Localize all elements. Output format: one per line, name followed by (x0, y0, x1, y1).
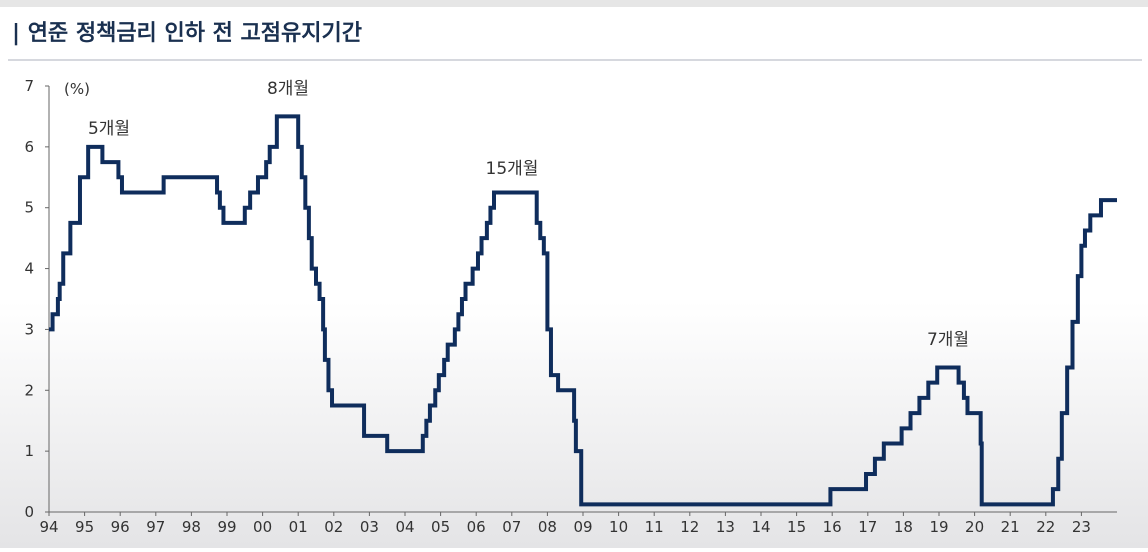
x-tick-label: 09 (573, 518, 592, 536)
x-tick-label: 02 (324, 518, 343, 536)
x-tick-label: 14 (751, 518, 770, 536)
annotation: 15개월 (486, 159, 539, 179)
top-bar (0, 0, 1148, 7)
x-tick-label: 05 (431, 518, 450, 536)
chart-title: | 연준 정책금리 인하 전 고점유지기간 (12, 21, 362, 46)
annotation: 5개월 (88, 119, 130, 139)
x-tick-label: 01 (289, 518, 308, 536)
x-tick-label: 04 (395, 518, 414, 536)
x-tick-label: 18 (894, 518, 913, 536)
x-tick-label: 00 (253, 518, 272, 536)
x-tick-label: 10 (609, 518, 628, 536)
x-tick-label: 11 (645, 518, 664, 536)
x-tick-label: 03 (360, 518, 379, 536)
y-tick-label: 4 (24, 260, 34, 278)
x-tick-label: 22 (1036, 518, 1055, 536)
y-unit: (%) (64, 80, 90, 98)
x-tick-label: 99 (217, 518, 236, 536)
x-tick-label: 06 (467, 518, 486, 536)
x-tick-label: 16 (823, 518, 842, 536)
x-tick-label: 98 (182, 518, 201, 536)
annotation: 8개월 (267, 79, 309, 99)
x-tick-label: 23 (1072, 518, 1091, 536)
x-tick-label: 12 (680, 518, 699, 536)
y-tick-label: 0 (24, 503, 34, 521)
y-tick-label: 2 (24, 381, 34, 399)
y-tick-label: 5 (24, 199, 34, 217)
rate-line (49, 114, 1117, 507)
x-tick-label: 13 (716, 518, 735, 536)
y-tick-label: 6 (24, 138, 34, 156)
x-tick-label: 17 (858, 518, 877, 536)
y-tick-label: 7 (24, 77, 34, 95)
y-tick-label: 3 (24, 320, 34, 338)
x-tick-label: 94 (39, 518, 58, 536)
annotation: 7개월 (927, 330, 969, 350)
x-tick-label: 08 (538, 518, 557, 536)
x-tick-label: 20 (965, 518, 984, 536)
x-tick-label: 15 (787, 518, 806, 536)
y-tick-label: 1 (24, 442, 34, 460)
x-tick-label: 21 (1001, 518, 1020, 536)
x-tick-label: 07 (502, 518, 521, 536)
x-tick-label: 19 (929, 518, 948, 536)
x-tick-label: 96 (111, 518, 130, 536)
x-tick-label: 97 (146, 518, 165, 536)
x-tick-label: 95 (75, 518, 94, 536)
